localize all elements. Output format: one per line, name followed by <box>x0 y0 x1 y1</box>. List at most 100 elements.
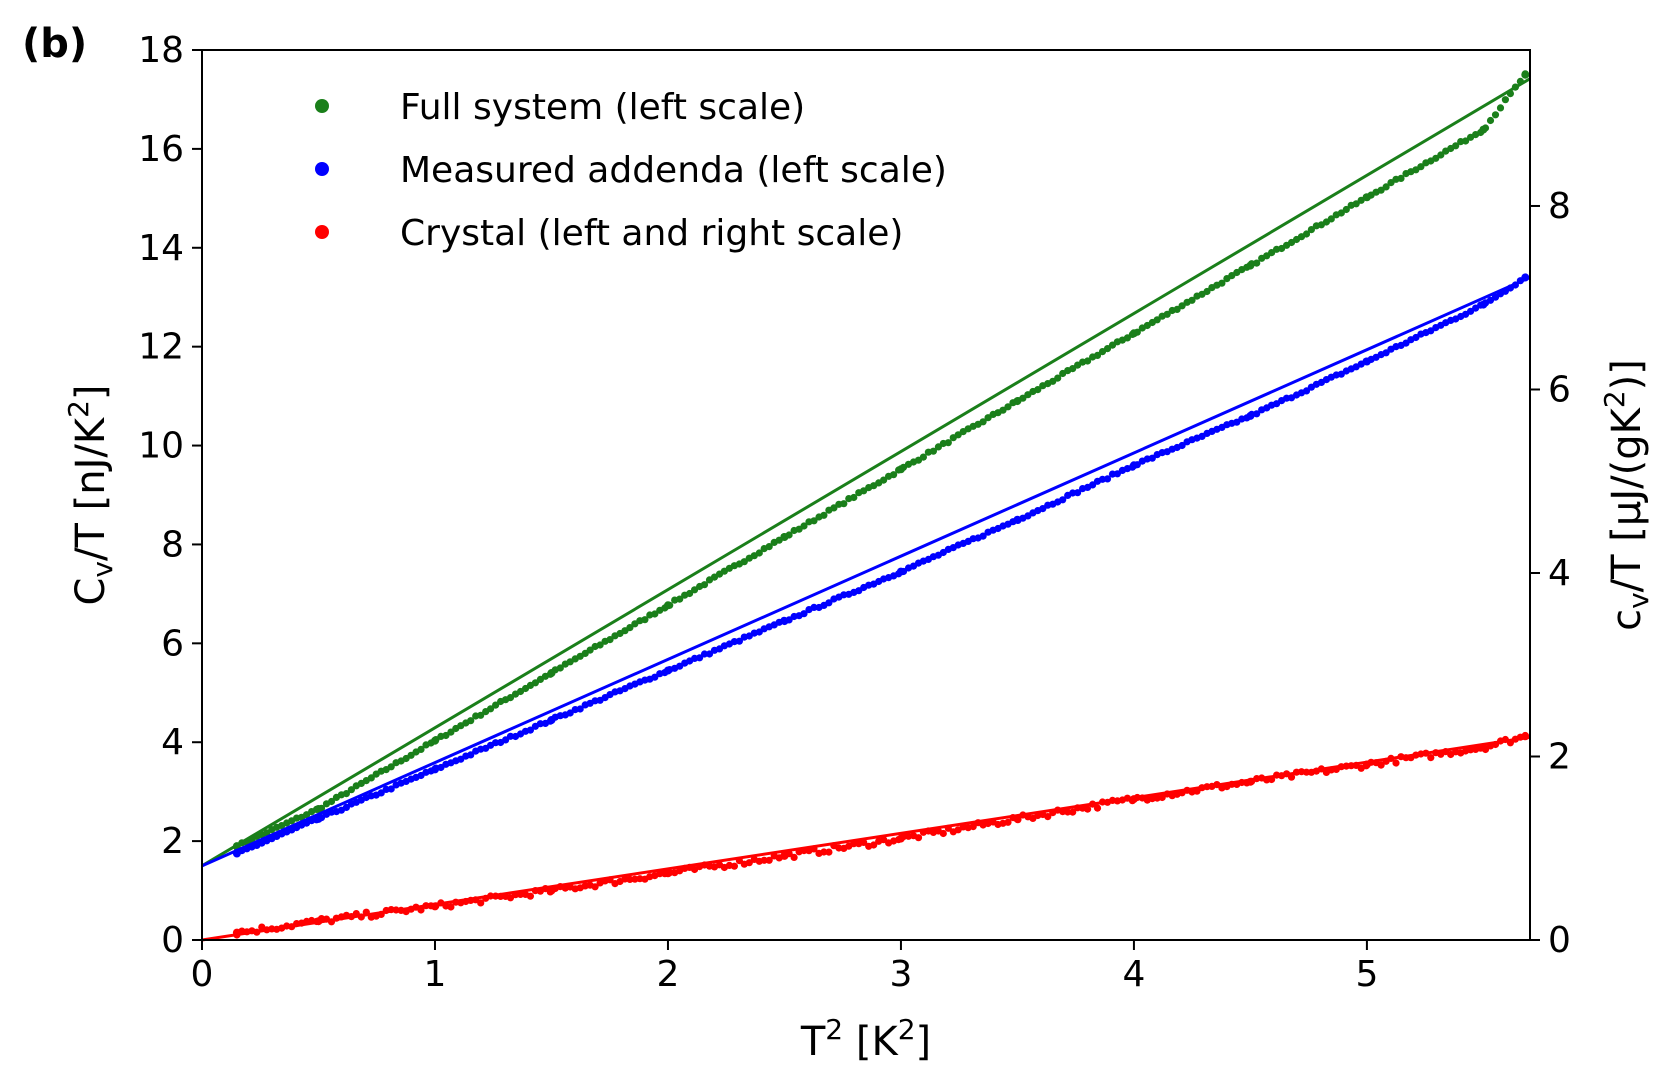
data-point-crystal <box>1004 818 1012 826</box>
y-axis-left: 0 2 4 6 8 10 12 14 16 18 <box>138 30 202 961</box>
y-right-tick-label: 4 <box>1548 553 1571 594</box>
data-point-measured-addenda <box>1253 410 1261 418</box>
x-tick-label: 3 <box>889 954 912 995</box>
data-point-full-system <box>314 805 323 813</box>
y-left-tick-label: 0 <box>161 920 184 961</box>
data-point-crystal <box>664 869 672 878</box>
data-point-crystal <box>790 853 798 862</box>
data-point-full-system <box>387 763 395 771</box>
data-point-full-system <box>586 646 594 654</box>
y-left-tick-label: 14 <box>138 228 184 269</box>
data-point-measured-addenda <box>1129 461 1138 470</box>
data-point-full-system <box>1397 174 1405 182</box>
data-point-measured-addenda <box>825 599 833 607</box>
data-point-measured-addenda <box>735 637 744 645</box>
data-point-measured-addenda <box>696 654 704 662</box>
data-point-full-system <box>1479 125 1488 134</box>
panel-label: (b) <box>22 21 87 67</box>
data-point-measured-addenda <box>1479 300 1488 309</box>
y-left-tick-label: 4 <box>161 722 184 763</box>
data-point-full-system <box>979 418 987 426</box>
data-point-full-system <box>417 745 425 754</box>
data-point-crystal <box>1377 761 1385 769</box>
data-point-full-system <box>1362 193 1371 202</box>
data-point-full-system <box>830 504 838 512</box>
data-point-full-system <box>1054 374 1062 382</box>
x-axis-label: T2 [K2] <box>800 1013 931 1065</box>
data-point-full-system <box>1342 205 1350 214</box>
data-point-crystal <box>1392 759 1400 767</box>
x-tick-label: 2 <box>657 954 680 995</box>
data-point-full-system <box>1084 357 1092 365</box>
data-point-full-system <box>1302 230 1311 238</box>
data-point-crystal <box>730 862 739 870</box>
data-point-full-system <box>467 717 475 725</box>
data-point-full-system <box>740 558 748 566</box>
data-point-crystal <box>1427 754 1435 762</box>
legend-marker-full-system <box>315 99 329 113</box>
data-point-measured-addenda <box>377 789 385 797</box>
plot-frame <box>201 49 1531 941</box>
data-point-full-system <box>367 774 375 782</box>
data-point-crystal <box>969 823 977 831</box>
data-point-full-system <box>896 465 905 474</box>
data-point-measured-addenda <box>1178 441 1186 450</box>
data-point-full-system <box>1452 142 1460 150</box>
data-point-crystal <box>1069 808 1077 816</box>
data-point-full-system <box>1218 279 1226 287</box>
fit-line-crystal <box>201 735 1531 942</box>
legend-label-crystal: Crystal (left and right scale) <box>400 213 903 254</box>
data-point-full-system <box>327 797 336 806</box>
data-point-measured-addenda <box>1362 357 1371 366</box>
data-point-full-system <box>626 624 634 632</box>
data-point-full-system <box>664 601 672 610</box>
y-left-tick-label: 2 <box>161 821 184 862</box>
data-point-measured-addenda <box>526 726 535 734</box>
data-point-full-system <box>1496 104 1505 112</box>
y-left-tick-label: 16 <box>138 129 184 170</box>
data-point-crystal <box>1158 793 1166 802</box>
data-point-crystal <box>896 834 905 843</box>
data-point-crystal <box>591 883 599 891</box>
data-point-measured-addenda <box>314 814 323 823</box>
data-point-full-system <box>919 453 928 461</box>
data-point-measured-addenda <box>1074 489 1082 497</box>
data-point-full-system <box>1153 316 1161 324</box>
data-point-full-system <box>944 439 952 447</box>
data-point-full-system <box>1246 261 1255 270</box>
data-point-measured-addenda <box>810 603 818 612</box>
data-point-full-system <box>1486 116 1495 125</box>
data-point-measured-addenda <box>979 532 987 540</box>
y-axis-right-label: cv/T [μJ/(gK2)] <box>1598 359 1655 631</box>
data-point-crystal <box>447 903 455 911</box>
data-point-full-system <box>1188 296 1196 304</box>
y-left-tick-label: 6 <box>161 623 184 664</box>
legend-label-full-system: Full system (left scale) <box>400 87 805 128</box>
data-point-full-system <box>676 595 684 603</box>
data-point-crystal <box>526 892 535 900</box>
data-point-measured-addenda <box>780 617 789 626</box>
legend-marker-measured-addenda <box>315 162 329 176</box>
data-point-full-system <box>686 589 694 598</box>
data-point-crystal <box>914 834 923 842</box>
data-point-crystal <box>1064 808 1072 816</box>
data-point-full-system <box>651 610 659 618</box>
y-left-tick-label: 10 <box>138 426 184 467</box>
fit-line-measured-addenda <box>201 276 1531 868</box>
data-point-measured-addenda <box>651 673 659 681</box>
data-point-measured-addenda <box>1059 496 1067 504</box>
data-point-full-system <box>880 476 888 484</box>
legend: Full system (left scale) Measured addend… <box>315 87 947 254</box>
data-point-full-system <box>596 641 604 649</box>
legend-marker-crystal <box>315 225 329 239</box>
data-point-crystal <box>760 856 768 864</box>
data-point-full-system <box>1013 397 1022 406</box>
y-left-tick-label: 12 <box>138 327 184 368</box>
data-point-full-system <box>1417 163 1425 171</box>
data-point-full-system <box>1352 200 1360 208</box>
data-point-full-system <box>929 447 938 455</box>
data-point-full-system <box>1093 351 1102 359</box>
data-point-full-system <box>890 471 898 479</box>
data-point-full-system <box>1501 96 1509 104</box>
